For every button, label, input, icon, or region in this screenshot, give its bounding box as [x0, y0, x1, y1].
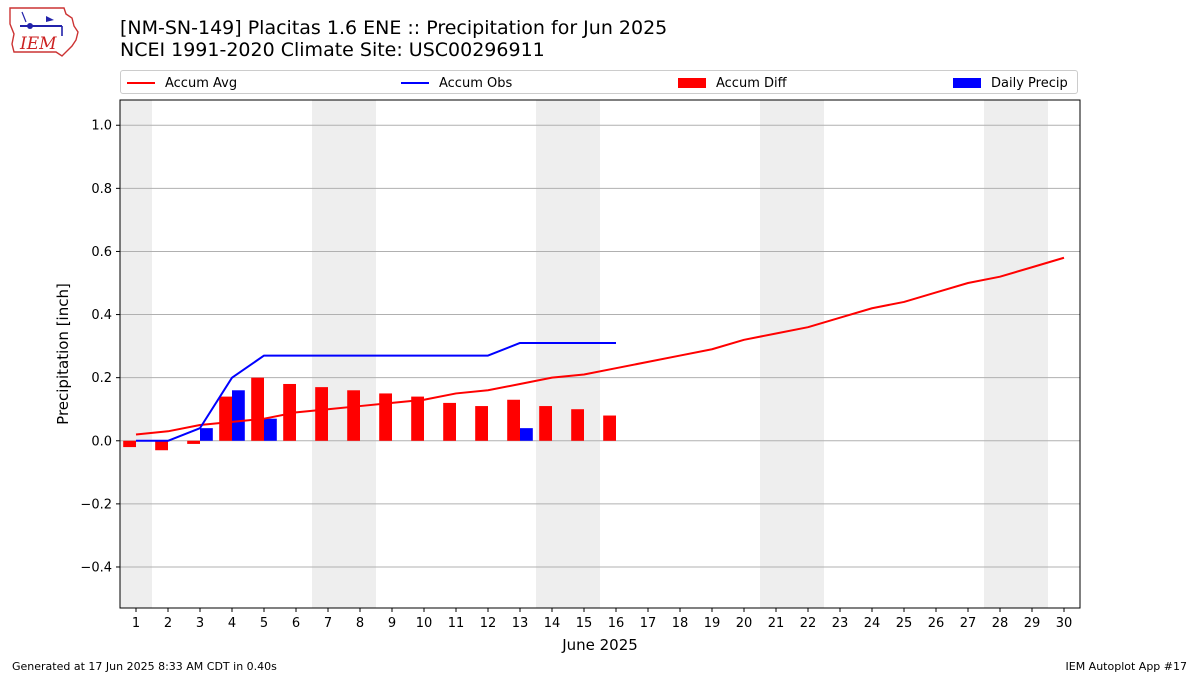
x-tick-label: 15 — [576, 616, 593, 631]
accum-diff-bar-day-12 — [475, 406, 488, 441]
x-tick-label: 3 — [196, 616, 204, 631]
weekend-shade-day-1 — [120, 100, 152, 608]
weekend-shade-day-14 — [536, 100, 568, 608]
accum-diff-bar-day-1 — [123, 440, 136, 448]
x-tick-label: 9 — [388, 616, 396, 631]
generated-timestamp: Generated at 17 Jun 2025 8:33 AM CDT in … — [12, 660, 277, 673]
x-tick-label: 1 — [132, 616, 140, 631]
x-tick-label: 27 — [960, 616, 977, 631]
legend-swatch-accum-avg — [127, 82, 155, 84]
plot-frame — [119, 99, 1081, 609]
legend-swatch-daily-precip — [953, 78, 981, 88]
y-tick-label: 1.0 — [91, 119, 112, 134]
x-tick-label: 4 — [228, 616, 236, 631]
accum-diff-bar-day-3 — [187, 440, 200, 444]
y-tick-label: 0.8 — [91, 182, 112, 197]
accum-diff-bar-day-15 — [571, 409, 584, 441]
x-tick-label: 17 — [640, 616, 657, 631]
y-tick-label: 0.4 — [91, 308, 112, 323]
accum-diff-bar-day-14 — [539, 406, 552, 441]
accum-diff-bar-day-16 — [603, 415, 616, 441]
y-tick-label: 0.0 — [91, 434, 112, 449]
accum-diff-bar-day-5 — [251, 377, 264, 441]
accum-diff-bar-day-11 — [443, 402, 456, 441]
accum-diff-bar-day-4 — [219, 396, 232, 441]
accum-diff-bar-day-10 — [411, 396, 424, 441]
weekend-shade-day-28 — [984, 100, 1016, 608]
x-tick-label: 8 — [356, 616, 364, 631]
legend-item-accum-avg: Accum Avg — [127, 74, 237, 92]
x-tick-label: 6 — [292, 616, 300, 631]
accum-diff-bar-day-2 — [155, 440, 168, 451]
iem-logo: IEM — [9, 7, 79, 57]
x-tick-label: 22 — [800, 616, 817, 631]
chart-subtitle: NCEI 1991-2020 Climate Site: USC00296911 — [120, 39, 545, 61]
iem-logo-text: IEM — [19, 34, 57, 54]
accum-diff-bar-day-6 — [283, 383, 296, 441]
x-tick-label: 23 — [832, 616, 849, 631]
legend-swatch-accum-obs — [401, 82, 429, 84]
y-axis-label: Precipitation [inch] — [54, 283, 72, 425]
legend-label-accum-avg: Accum Avg — [165, 75, 238, 91]
accum-avg-line — [135, 256, 1065, 436]
weekend-shade-day-22 — [792, 100, 824, 608]
legend-label-accum-diff: Accum Diff — [716, 75, 787, 91]
x-tick-label: 5 — [260, 616, 268, 631]
x-axis-label: June 2025 — [561, 636, 638, 654]
x-tick-label: 18 — [672, 616, 689, 631]
x-tick-label: 24 — [864, 616, 881, 631]
daily-precip-bar-day-3 — [200, 428, 213, 441]
daily-precip-bar-day-5 — [264, 418, 277, 441]
x-tick-label: 16 — [608, 616, 625, 631]
x-tick-label: 29 — [1024, 616, 1041, 631]
x-tick-label: 21 — [768, 616, 785, 631]
accum-diff-bar-day-9 — [379, 393, 392, 441]
legend-item-accum-obs: Accum Obs — [401, 74, 512, 92]
legend-item-accum-diff: Accum Diff — [678, 74, 787, 92]
daily-precip-bar-day-13 — [520, 428, 533, 441]
weekend-shade-day-29 — [1016, 100, 1048, 608]
daily-precip-bar-day-4 — [232, 390, 245, 441]
accum-diff-bar-day-8 — [347, 390, 360, 441]
legend-label-daily-precip: Daily Precip — [991, 75, 1068, 91]
y-tick-label: −0.4 — [80, 560, 112, 575]
x-tick-label: 20 — [736, 616, 753, 631]
x-tick-label: 10 — [416, 616, 433, 631]
y-tick-label: −0.2 — [80, 497, 112, 512]
weekend-shade-day-7 — [312, 100, 344, 608]
legend-swatch-accum-diff — [678, 78, 706, 88]
legend: Accum Avg Accum Obs Accum Diff Daily Pre… — [120, 70, 1078, 94]
accum-obs-line — [136, 341, 616, 442]
y-tick-label: 0.2 — [91, 371, 112, 386]
accum-diff-bar-day-7 — [315, 387, 328, 441]
legend-label-accum-obs: Accum Obs — [439, 75, 513, 91]
legend-item-daily-precip: Daily Precip — [953, 74, 1068, 92]
y-tick-label: 0.6 — [91, 245, 112, 260]
x-tick-label: 12 — [480, 616, 497, 631]
x-tick-label: 7 — [324, 616, 332, 631]
weekend-shade-day-21 — [760, 100, 792, 608]
accum-diff-bar-day-13 — [507, 399, 520, 441]
weekend-shade-day-15 — [568, 100, 600, 608]
x-tick-label: 14 — [544, 616, 561, 631]
x-tick-label: 30 — [1056, 616, 1073, 631]
x-tick-label: 28 — [992, 616, 1009, 631]
x-tick-label: 26 — [928, 616, 945, 631]
x-tick-label: 2 — [164, 616, 172, 631]
chart-title: [NM-SN-149] Placitas 1.6 ENE :: Precipit… — [120, 17, 668, 39]
x-tick-label: 11 — [448, 616, 465, 631]
x-tick-label: 19 — [704, 616, 721, 631]
app-id-label: IEM Autoplot App #17 — [1065, 660, 1188, 673]
weekend-shade-day-8 — [344, 100, 376, 608]
x-tick-label: 25 — [896, 616, 913, 631]
x-tick-label: 13 — [512, 616, 529, 631]
